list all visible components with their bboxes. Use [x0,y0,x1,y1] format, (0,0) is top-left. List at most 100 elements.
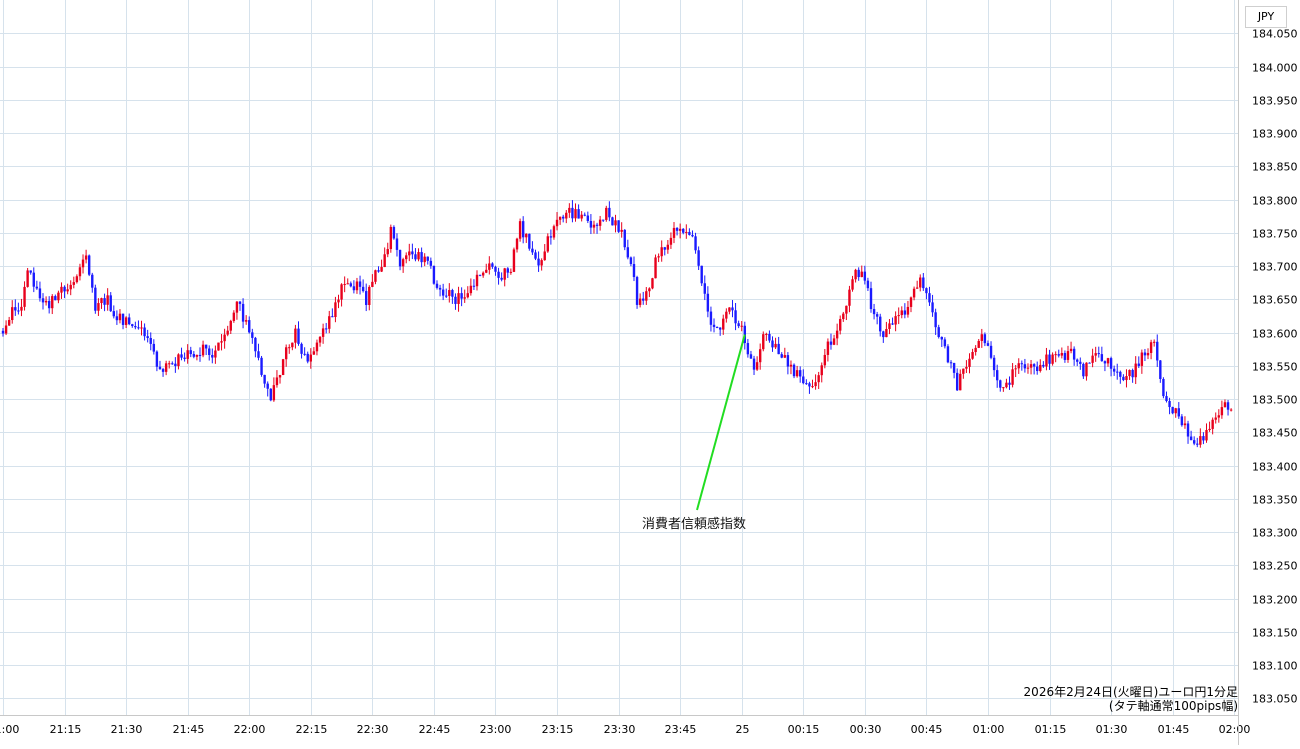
candle-down [1143,352,1147,356]
candle-up [543,251,546,261]
candle-down [1082,363,1085,377]
candle-up [546,236,550,252]
candle-down [297,328,300,344]
candle-down [303,353,306,355]
candle-down [1020,363,1024,365]
candle-up [291,342,294,348]
y-tick-label: 183.700 [1252,261,1298,274]
candle-down [324,328,328,330]
candle-down [121,313,125,325]
candle-down [925,288,928,294]
candle-up [1069,348,1073,352]
candle-up [558,216,562,220]
candle-down [1122,376,1125,381]
candle-up [555,219,559,227]
candle-up [1174,408,1177,414]
candle-up [906,306,910,315]
y-tick-label: 184.050 [1252,28,1298,41]
candle-down [472,285,476,287]
y-tick-label: 183.650 [1252,294,1298,307]
candle-down [949,362,953,364]
candle-down [269,388,272,401]
candle-down [952,362,956,373]
candle-up [1183,423,1187,426]
candle-up [57,292,60,301]
candle-up [1085,362,1088,377]
y-tick-label: 183.550 [1252,361,1298,374]
candle-up [328,316,331,329]
x-tick-label: 22:15 [296,723,328,736]
candle-up [423,256,426,263]
candle-up [651,278,654,289]
candle-up [226,330,229,335]
candle-up [1211,419,1214,429]
candle-up [355,281,359,291]
candle-down [149,337,152,344]
candle-up [386,249,389,255]
candle-down [17,310,20,312]
candle-up [851,279,854,290]
candle-down [1057,354,1060,356]
candle-down [682,228,685,233]
candle-up [795,370,799,377]
y-tick-label: 183.400 [1252,461,1298,474]
candle-down [1088,362,1091,364]
x-tick-label: 22:00 [234,723,266,736]
y-tick-label: 183.200 [1252,594,1298,607]
candle-down [180,354,183,358]
candle-up [312,351,316,355]
candle-down [531,248,534,253]
candle-up [823,354,827,366]
candle-up [51,296,54,309]
candle-up [1146,352,1150,356]
candle-up [565,212,568,219]
candle-up [1199,436,1202,445]
candle-up [888,323,891,329]
candle-down [155,351,159,367]
candle-up [638,298,642,305]
candle-up [568,207,571,213]
candle-down [934,312,937,328]
candle-down [63,286,66,292]
candle-up [959,373,962,391]
candle-up [897,315,900,317]
candle-up [340,284,343,300]
candle-down [438,287,442,290]
currency-badge: JPY [1245,6,1287,28]
candle-down [571,207,574,219]
candle-up [666,244,670,250]
candle-down [521,221,525,238]
candle-down [208,348,211,355]
chart-caption-subtitle: (タテ軸通常100pips幅) [1108,699,1238,713]
candle-down [352,286,356,291]
candle-up [900,310,903,316]
candle-down [1032,364,1036,367]
candle-down [712,324,716,327]
candle-down [414,254,417,260]
candle-down [109,295,112,312]
candle-down [54,296,57,301]
candle-down [112,311,116,317]
candle-down [694,236,697,251]
candle-up [374,270,377,282]
candle-up [669,237,673,245]
candle-up [965,366,968,369]
candle-down [365,291,368,305]
candle-up [1125,376,1128,381]
candle-up [72,282,75,285]
candle-up [44,300,48,303]
candle-up [186,350,189,359]
candle-down [534,252,537,259]
candle-up [515,238,519,250]
chart-caption-title: 2026年2月24日(火曜日)ユーロ円1分足 [1023,685,1238,699]
candle-up [1134,363,1137,378]
candle-up [835,330,839,339]
candle-up [81,259,85,268]
candle-down [561,216,565,219]
candle-up [832,338,836,345]
candle-down [47,300,51,309]
candle-down [549,236,553,238]
candle-down [1180,416,1184,426]
candle-up [23,286,26,307]
